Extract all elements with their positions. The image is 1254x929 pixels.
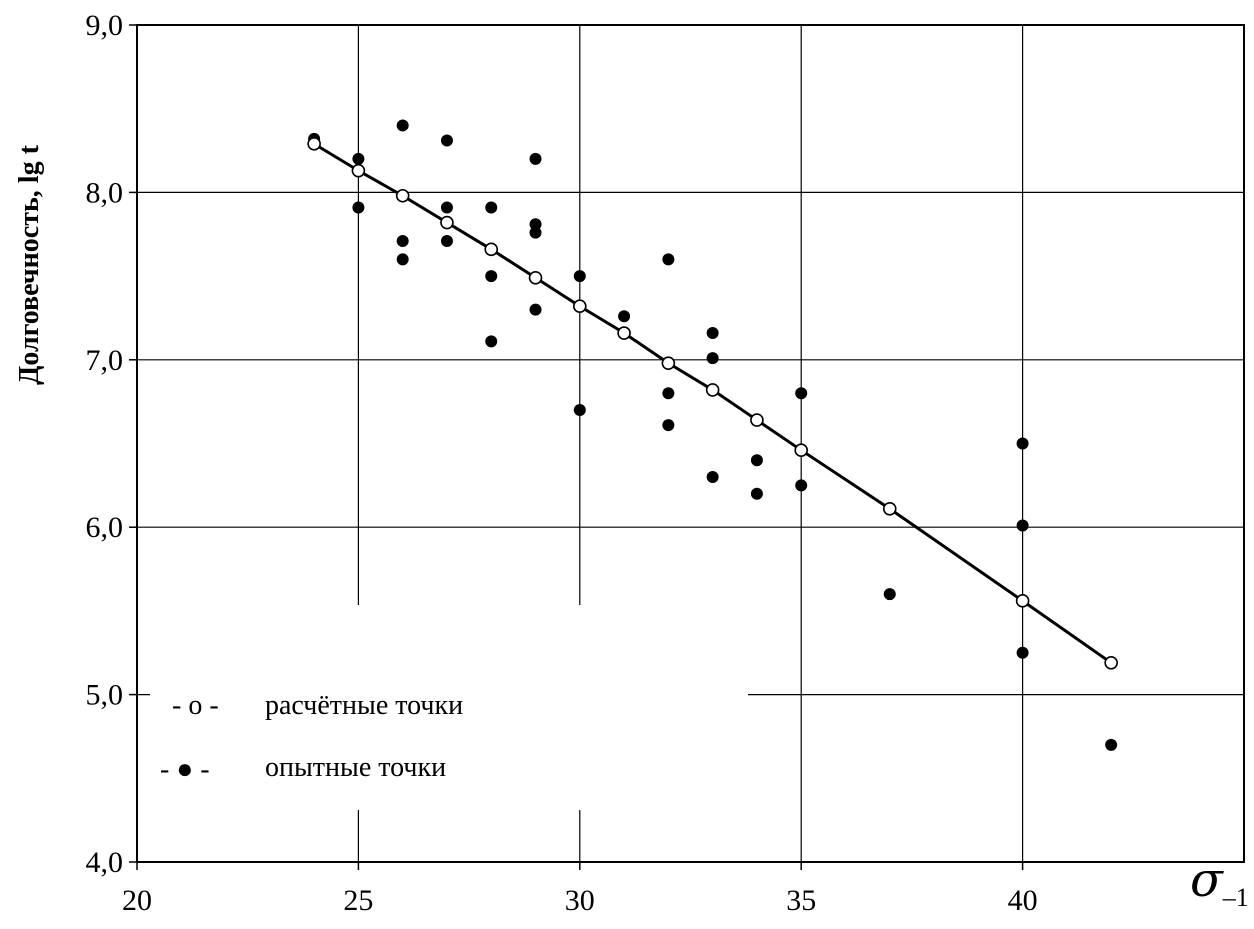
experimental-point xyxy=(352,201,365,214)
y-axis-label: Долговечность, lg t xyxy=(14,144,45,384)
y-tick-label: 7,0 xyxy=(86,344,124,377)
experimental-point xyxy=(662,253,675,266)
experimental-point xyxy=(529,226,542,239)
calculated-point xyxy=(1015,594,1030,608)
experimental-point xyxy=(440,234,453,247)
calculated-point xyxy=(395,188,410,203)
experimental-point xyxy=(1105,738,1118,751)
y-tick-label: 4,0 xyxy=(86,846,124,879)
experimental-point xyxy=(485,201,498,214)
calculated-point xyxy=(794,443,809,457)
calculated-point xyxy=(617,326,631,340)
legend: - o - расчётные точки - ● - опытные точк… xyxy=(160,690,463,785)
series-layer xyxy=(307,119,1118,751)
x-tick-label: 25 xyxy=(343,884,373,917)
experimental-point xyxy=(662,419,675,432)
x-tick-label: 30 xyxy=(565,884,595,917)
x-tick-label: 35 xyxy=(786,884,816,917)
experimental-point xyxy=(396,253,409,266)
experimental-point xyxy=(529,218,542,231)
experimental-point xyxy=(529,303,542,316)
legend-background xyxy=(150,605,748,810)
experimental-point xyxy=(1016,519,1029,532)
experimental-point xyxy=(396,119,409,132)
calculated-point xyxy=(484,242,499,257)
y-tick-label: 8,0 xyxy=(86,176,124,209)
calculated-point xyxy=(528,270,543,285)
experimental-point xyxy=(883,588,896,601)
experimental-point xyxy=(662,387,675,400)
calculated-point xyxy=(661,356,676,370)
experimental-point xyxy=(795,387,808,400)
x-axis-symbol: σ xyxy=(1190,852,1224,908)
x-tick-label: 20 xyxy=(122,884,152,917)
calculated-point xyxy=(882,501,897,516)
legend-label-calculated: расчётные точки xyxy=(265,690,463,721)
x-tick-label: 40 xyxy=(1008,884,1038,917)
experimental-point xyxy=(1016,646,1029,659)
calculated-point xyxy=(572,299,587,314)
x-axis-subscript: –1 xyxy=(1222,883,1249,912)
experimental-point xyxy=(485,335,498,348)
experimental-point xyxy=(706,352,719,365)
experimental-point xyxy=(750,487,763,500)
y-tick-label: 6,0 xyxy=(86,511,124,544)
calculated-point xyxy=(750,413,764,427)
experimental-point xyxy=(485,270,498,283)
legend-label-experimental: опытные точки xyxy=(265,752,446,783)
calculated-point xyxy=(1104,655,1118,670)
calculated-point xyxy=(440,215,454,230)
calculated-point xyxy=(705,383,720,397)
experimental-point xyxy=(573,404,586,417)
experimental-point xyxy=(529,152,542,165)
y-tick-label: 9,0 xyxy=(86,9,124,42)
legend-marker-experimental: - ● - xyxy=(160,754,210,785)
experimental-point xyxy=(573,270,586,283)
calculated-point xyxy=(351,163,366,178)
calculated-point xyxy=(307,137,321,151)
legend-marker-calculated: - o - xyxy=(172,690,219,721)
plot-frame xyxy=(136,24,1245,863)
axis-ticks xyxy=(129,24,1024,870)
experimental-point xyxy=(618,310,631,323)
experimental-point xyxy=(396,234,409,247)
experimental-point xyxy=(352,152,365,165)
axis-tick-labels: 20 25 30 35 40 4,0 5,0 6,0 7,0 8,0 9,0 xyxy=(86,9,1038,917)
experimental-point xyxy=(706,327,719,340)
experimental-point xyxy=(440,201,453,214)
y-tick-label: 5,0 xyxy=(86,679,124,712)
experimental-point xyxy=(750,454,763,467)
experimental-point xyxy=(706,470,719,483)
experimental-point xyxy=(440,134,453,147)
experimental-point xyxy=(795,479,808,492)
experimental-point xyxy=(1016,437,1029,450)
x-axis-label: σ–1 xyxy=(1190,852,1249,912)
